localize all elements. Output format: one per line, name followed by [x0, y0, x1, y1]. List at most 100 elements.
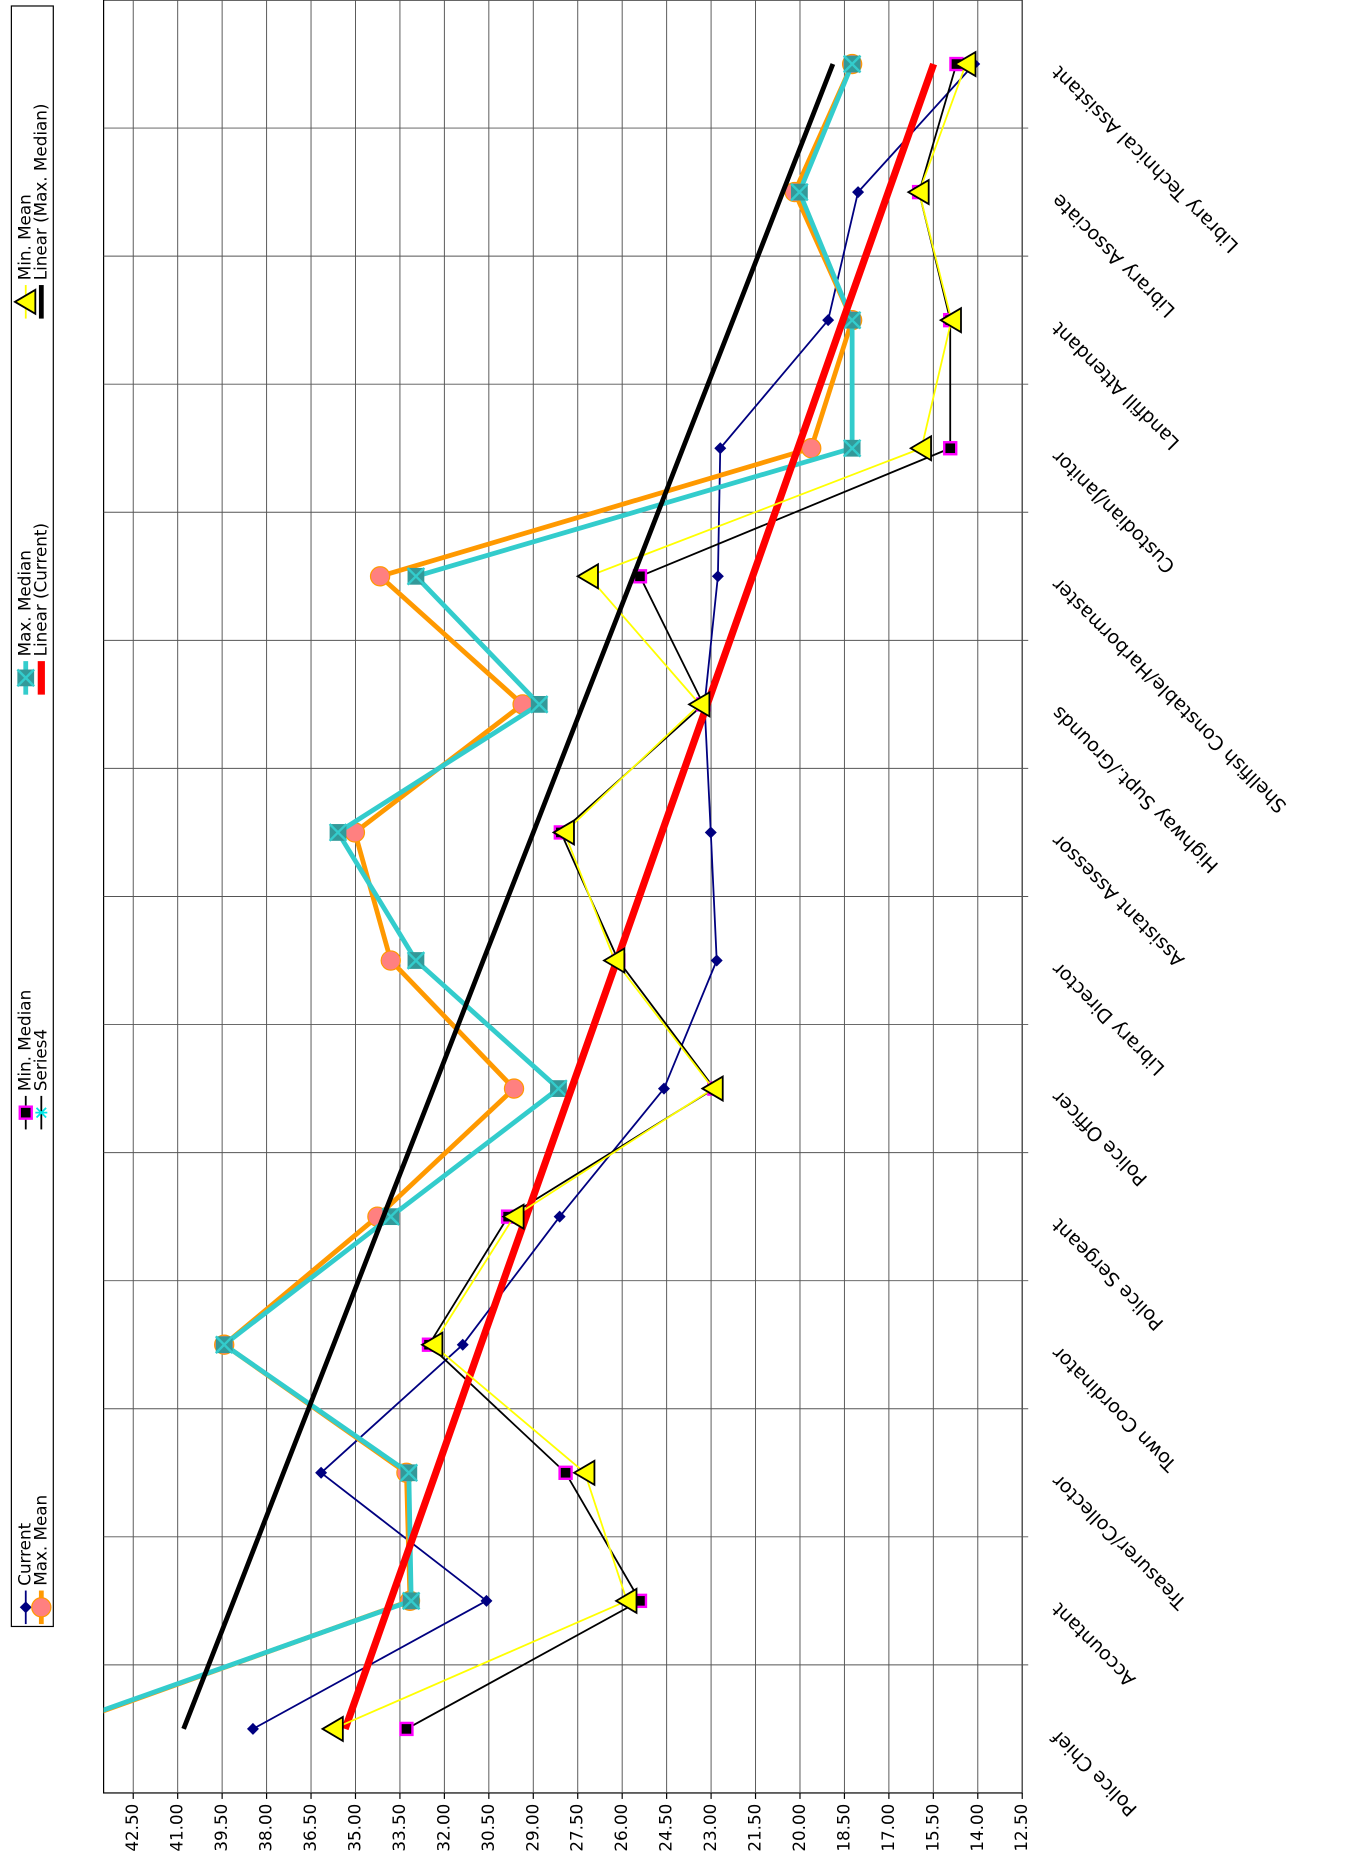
marker-cross — [16, 668, 35, 688]
marker-cross — [214, 1335, 234, 1354]
marker-cross — [842, 439, 862, 458]
legend-label: Current — [15, 1522, 35, 1585]
y-tick-label: 39.50 — [211, 1804, 231, 1852]
marker — [13, 288, 37, 316]
y-tick-label: 17.00 — [878, 1804, 898, 1852]
marker — [369, 566, 391, 587]
marker — [480, 1594, 493, 1607]
series-line — [332, 63, 967, 1730]
marker — [553, 1210, 566, 1223]
marker — [16, 668, 35, 688]
marker — [614, 1587, 638, 1615]
x-tick-label: Landfill Attendant — [1047, 317, 1184, 454]
marker — [44, 1719, 63, 1738]
marker-cross — [406, 951, 426, 970]
legend-box — [10, 5, 54, 1628]
marker — [714, 442, 727, 455]
series-layer — [42, 50, 981, 1743]
y-tick-label: 27.50 — [567, 1804, 587, 1852]
marker — [908, 434, 932, 462]
marker — [953, 50, 977, 78]
marker — [852, 186, 865, 199]
marker-cross — [399, 1463, 419, 1483]
marker-cross — [328, 823, 348, 842]
marker — [246, 1722, 259, 1735]
marker — [551, 818, 575, 846]
y-tick-label: 38.00 — [256, 1804, 276, 1852]
legend-label: Max. Median — [15, 550, 35, 656]
marker — [711, 570, 724, 583]
x-tick-label: Library Director — [1047, 958, 1169, 1080]
y-tick-label: 24.50 — [656, 1804, 676, 1852]
y-tick-label: 33.50 — [389, 1804, 409, 1852]
marker — [328, 823, 348, 842]
marker — [822, 314, 835, 327]
marker — [710, 954, 723, 967]
marker — [700, 1075, 724, 1103]
x-tick-label: Assistant Assessor — [1047, 830, 1189, 972]
y-tick-label: 18.50 — [833, 1804, 853, 1852]
marker — [529, 695, 549, 714]
y-tick-label: 32.00 — [433, 1804, 453, 1852]
legend-label: Max. Mean — [30, 1495, 50, 1586]
marker — [549, 1079, 568, 1098]
marker — [842, 439, 862, 458]
series-line — [252, 63, 975, 1730]
x-tick-label: Police Officer — [1047, 1086, 1152, 1191]
y-tick-label: 26.00 — [611, 1804, 631, 1852]
y-tick-label: 30.50 — [478, 1804, 498, 1852]
x-tick-label: Police Chief — [1046, 1725, 1142, 1821]
marker — [906, 178, 930, 206]
y-tick-label: 15.50 — [922, 1804, 942, 1852]
marker — [801, 438, 822, 459]
series-line — [341, 62, 938, 1731]
marker-cross — [529, 695, 549, 714]
y-tick-label: 21.50 — [745, 1804, 765, 1852]
legend-label: Min. Mean — [15, 194, 35, 280]
marker — [399, 1463, 419, 1483]
marker — [315, 1466, 328, 1479]
marker — [399, 1721, 414, 1737]
marker — [503, 1078, 525, 1099]
marker — [18, 1105, 33, 1120]
x-tick-label: Library Associate — [1047, 189, 1180, 322]
marker — [456, 1338, 469, 1351]
marker — [501, 1203, 525, 1231]
marker-cross — [406, 567, 426, 586]
marker — [657, 1082, 670, 1095]
marker — [42, 1721, 59, 1738]
marker — [401, 1591, 421, 1611]
marker — [420, 1331, 444, 1359]
x-tick-label: Accountant — [1047, 1598, 1140, 1691]
marker — [704, 826, 717, 839]
y-tick-label: 36.50 — [300, 1804, 320, 1852]
x-tick-label: Town Coordinator — [1047, 1342, 1182, 1477]
marker-cross — [842, 54, 862, 74]
marker-cross — [549, 1079, 568, 1098]
y-tick-label: 23.00 — [700, 1804, 720, 1852]
y-tick-label: 41.00 — [167, 1804, 187, 1852]
marker — [320, 1715, 344, 1743]
marker — [842, 54, 862, 74]
marker — [214, 1335, 234, 1354]
legend-label: Series4 — [30, 1029, 50, 1091]
y-tick-label: 20.00 — [789, 1804, 809, 1852]
series-line — [181, 63, 836, 1730]
marker — [602, 946, 626, 975]
marker — [687, 690, 711, 718]
marker — [19, 1601, 32, 1614]
marker-box — [42, 1721, 59, 1738]
y-tick-label: 29.00 — [522, 1804, 542, 1852]
marker-cross — [401, 1591, 421, 1611]
marker — [790, 182, 809, 202]
marker — [380, 950, 401, 971]
x-tick-label: Police Sergeant — [1047, 1214, 1169, 1336]
grid — [103, 0, 1029, 1799]
marker — [406, 951, 426, 970]
marker — [558, 1465, 573, 1480]
marker — [406, 567, 426, 586]
marker — [938, 306, 962, 334]
